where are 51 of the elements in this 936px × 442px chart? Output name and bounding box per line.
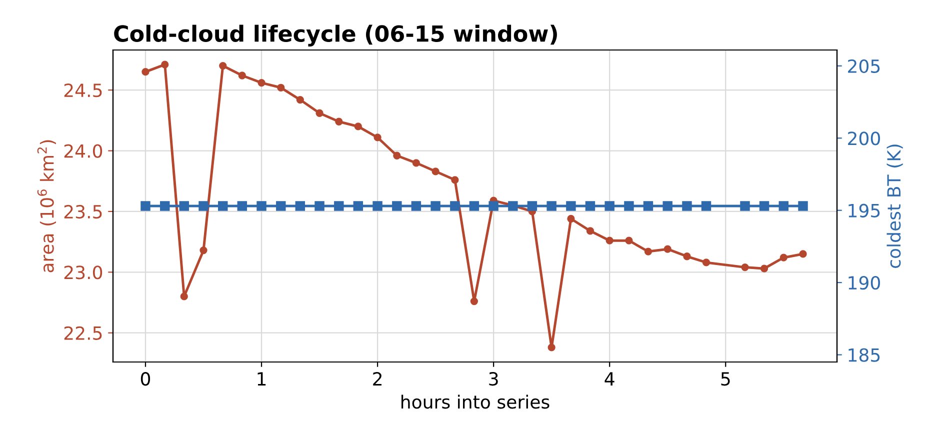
point (470, 297, 478, 306)
point (277, 84, 285, 92)
point (200, 246, 208, 254)
point (316, 109, 324, 117)
chart-title: Cold-cloud lifecycle (06-15 window) (114, 24, 557, 46)
y2-tick-label: 190 (848, 276, 880, 290)
point (219, 62, 227, 70)
point (432, 168, 440, 176)
point (335, 118, 343, 126)
point (683, 252, 691, 260)
point (296, 96, 304, 104)
x-tick-label: 0 (140, 372, 150, 386)
point (799, 250, 807, 258)
y2-axis-title: coldest BT (K) (886, 144, 903, 268)
y-tick-label: 24.0 (64, 144, 102, 158)
y2-tick-label: 195 (848, 204, 880, 218)
x-tick-label: 1 (258, 372, 266, 386)
point (567, 214, 575, 223)
point (741, 263, 749, 272)
point (780, 254, 788, 262)
y-tick-label: 22.5 (64, 326, 102, 340)
point (180, 292, 188, 300)
point (393, 152, 401, 160)
x-axis-title: hours into series (401, 394, 550, 409)
x-tick-label: 3 (489, 372, 498, 386)
point (625, 236, 633, 244)
y-tick-label: 23.5 (64, 204, 102, 219)
y2-tick-label: 200 (848, 132, 880, 146)
point (702, 258, 710, 266)
point (644, 248, 652, 256)
point (238, 72, 246, 80)
y2-tick-label: 185 (848, 348, 880, 362)
point (664, 245, 672, 253)
y-tick-label: 23.0 (64, 266, 102, 280)
point (586, 227, 594, 235)
point (760, 264, 768, 272)
point (412, 159, 420, 167)
point (374, 134, 382, 142)
point (548, 344, 556, 352)
x-tick-label: 2 (373, 372, 382, 386)
y2-tick-label: 205 (848, 59, 880, 74)
x-tick-label: 5 (721, 372, 730, 386)
y-axis-title: area (10$^{6}$ km$^{2}$) (37, 140, 56, 272)
point (354, 122, 362, 130)
point (258, 78, 266, 87)
y-tick-label: 24.5 (64, 84, 102, 98)
point (451, 176, 459, 184)
point (161, 60, 169, 68)
point (142, 68, 150, 76)
x-tick-label: 4 (604, 372, 614, 386)
point (606, 236, 614, 244)
